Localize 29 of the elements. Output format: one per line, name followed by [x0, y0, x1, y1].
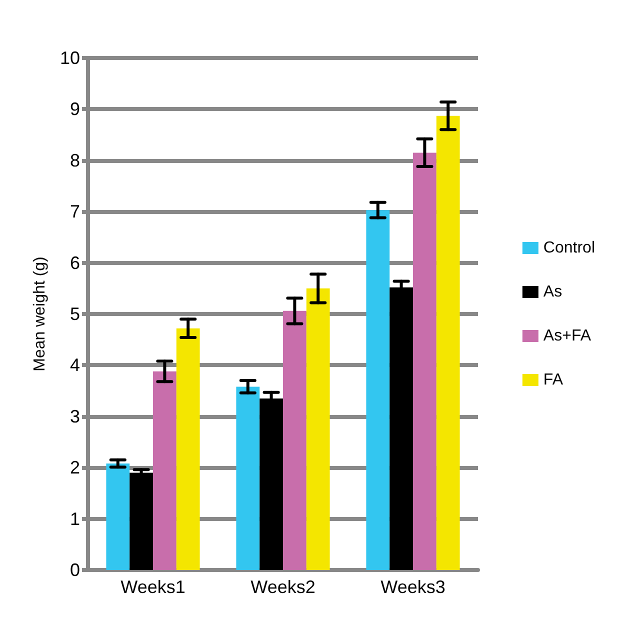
y-tick-label: 10 [60, 48, 80, 68]
y-tick-label: 5 [70, 304, 80, 324]
bar [260, 398, 283, 570]
y-tick-label: 4 [70, 355, 80, 376]
y-tick-label: 7 [70, 202, 80, 222]
bar [306, 288, 330, 570]
legend-label: As+FA [543, 328, 592, 344]
legend-label: As [543, 284, 562, 300]
y-tick-label: 9 [70, 99, 80, 120]
legend-label: FA [543, 372, 564, 388]
bar [283, 310, 306, 570]
bar [236, 386, 260, 570]
legend-label: Control [543, 240, 595, 256]
y-tick-label: 6 [70, 252, 80, 273]
y-axis-title: Mean weight (g) [32, 256, 48, 372]
y-tick-label: 8 [70, 150, 80, 170]
x-tick-label: Weeks3 [380, 577, 446, 597]
x-tick-label: Weeks1 [120, 577, 186, 597]
bar [106, 464, 130, 570]
bar [366, 210, 390, 570]
bar [153, 371, 176, 570]
y-tick-label: 2 [70, 458, 80, 478]
x-tick-label: Weeks2 [250, 577, 316, 597]
y-tick-label: 0 [70, 560, 80, 580]
bar [413, 152, 436, 570]
bar [176, 328, 200, 570]
y-tick-label: 1 [70, 508, 80, 529]
bar [436, 116, 460, 570]
y-tick-label: 3 [70, 406, 80, 426]
